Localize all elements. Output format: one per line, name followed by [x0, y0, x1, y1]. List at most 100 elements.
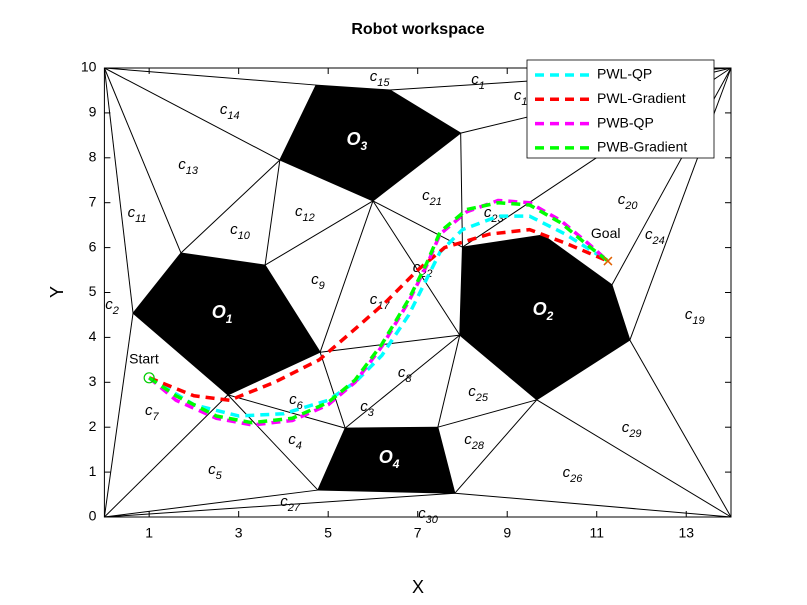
- cell-label: c5: [208, 461, 223, 482]
- cell-label: c11: [128, 204, 147, 225]
- cell-label-text: c: [685, 306, 693, 323]
- obstacle-label-text: O: [212, 302, 226, 322]
- cell-label-sub: 26: [569, 473, 583, 485]
- cell-label-sub: 8: [405, 373, 412, 385]
- cell-label-text: c: [413, 259, 421, 276]
- cell-label-sub: 1: [521, 96, 527, 108]
- cell-label: c10: [230, 221, 251, 242]
- obstacle-label: O4: [379, 447, 400, 471]
- cell-label: c7: [145, 402, 160, 423]
- cell-label: c19: [685, 306, 705, 327]
- cell-label-text: c: [295, 203, 303, 220]
- cell-label: c3: [360, 398, 375, 419]
- cell-label-sub: 28: [471, 440, 485, 452]
- x-tick-label: 1: [145, 525, 153, 541]
- x-tick-label: 3: [235, 525, 243, 541]
- triangulation-edge: [264, 159, 281, 266]
- cell-label-sub: 25: [475, 392, 489, 404]
- obstacle-label: O1: [212, 302, 233, 326]
- cell-label: c6: [289, 391, 304, 412]
- triangulation-edge: [103, 67, 134, 314]
- cell-label-sub: 5: [216, 470, 223, 482]
- cell-label-text: c: [128, 204, 136, 221]
- obstacle-label-sub: 2: [546, 309, 554, 323]
- cell-label-text: c: [563, 464, 571, 481]
- obstacle-label-text: O: [379, 447, 393, 467]
- legend-label: PWB-QP: [597, 114, 654, 130]
- cell-label-text: c: [464, 431, 472, 448]
- y-tick-label: 7: [89, 193, 97, 209]
- cell-label-sub: 4: [296, 440, 302, 452]
- triangulation-edge: [629, 339, 732, 518]
- y-tick-label: 8: [89, 149, 97, 165]
- cell-label-sub: 20: [624, 200, 638, 212]
- y-tick-label: 0: [89, 508, 97, 524]
- cell-label: c25: [468, 383, 489, 404]
- cell-label-text: c: [145, 402, 153, 419]
- cell-label-sub: 19: [692, 315, 704, 327]
- x-tick-label: 7: [414, 525, 422, 541]
- cell-label: c14: [220, 101, 240, 122]
- triangulation-edge: [454, 399, 538, 494]
- x-axis-label: X: [412, 577, 424, 597]
- cell-label-sub: 14: [227, 110, 239, 122]
- x-tick-label: 11: [589, 525, 604, 541]
- legend-label: PWL-Gradient: [597, 90, 686, 106]
- obstacle-label-sub: 1: [226, 312, 233, 326]
- obstacle-label: O2: [533, 299, 554, 323]
- cell-label-sub: 12: [303, 212, 315, 224]
- cell-label: c28: [464, 431, 485, 452]
- x-tick-label: 5: [324, 525, 332, 541]
- path-line: [148, 200, 609, 425]
- cell-label-sub: 21: [429, 196, 442, 208]
- cell-label-text: c: [471, 71, 479, 88]
- cell-label-text: c: [311, 271, 319, 288]
- cell-label-text: c: [618, 191, 626, 208]
- cell-label: c21: [422, 187, 442, 208]
- goal-label: Goal: [591, 225, 621, 241]
- y-tick-label: 10: [81, 59, 97, 75]
- obstacle: [279, 84, 462, 202]
- cell-label-sub: 7: [153, 411, 160, 423]
- triangulation-edge: [319, 352, 346, 429]
- obstacle-label: O3: [346, 129, 367, 153]
- cell-label-text: c: [370, 68, 378, 85]
- triangulation-edge: [180, 159, 281, 254]
- cell-label: c9: [311, 271, 325, 292]
- cell-label: c15: [370, 68, 391, 89]
- cell-label: c26: [563, 464, 584, 485]
- cell-label-sub: 24: [652, 235, 665, 247]
- triangulation-edge: [454, 492, 732, 518]
- obstacle: [317, 426, 456, 494]
- cell-label-text: c: [418, 505, 426, 522]
- cell-label: c29: [622, 419, 642, 440]
- triangulation-edge: [437, 335, 461, 428]
- cell-label-sub: 1: [479, 80, 485, 92]
- triangulation-edge: [104, 489, 318, 518]
- start-marker: [143, 372, 155, 384]
- cell-label-text: c: [178, 156, 186, 173]
- cell-label-sub: 10: [238, 230, 251, 242]
- triangulation-edge: [103, 313, 134, 518]
- cell-label-text: c: [622, 419, 630, 436]
- cell-label: c13: [178, 156, 199, 177]
- triangulation-edge: [104, 492, 455, 518]
- cell-label-sub: 6: [297, 400, 304, 412]
- chart-title: Robot workspace: [351, 21, 484, 38]
- cell-label: c4: [288, 431, 302, 452]
- cell-label: c20: [618, 191, 639, 212]
- y-tick-label: 1: [89, 463, 97, 479]
- cell-label-text: c: [208, 461, 216, 478]
- triangulation-edge: [372, 200, 461, 336]
- y-axis-label: Y: [47, 286, 67, 298]
- x-tick-label: 9: [503, 525, 511, 541]
- cell-label: c27: [280, 493, 301, 514]
- triangulation-edge: [437, 399, 537, 428]
- legend-label: PWL-QP: [597, 66, 652, 82]
- obstacle-label-sub: 4: [392, 457, 400, 471]
- cell-label: c8: [398, 364, 413, 385]
- cell-label-sub: 29: [628, 428, 641, 440]
- triangulation-edge: [344, 334, 461, 429]
- cell-label-text: c: [422, 187, 430, 204]
